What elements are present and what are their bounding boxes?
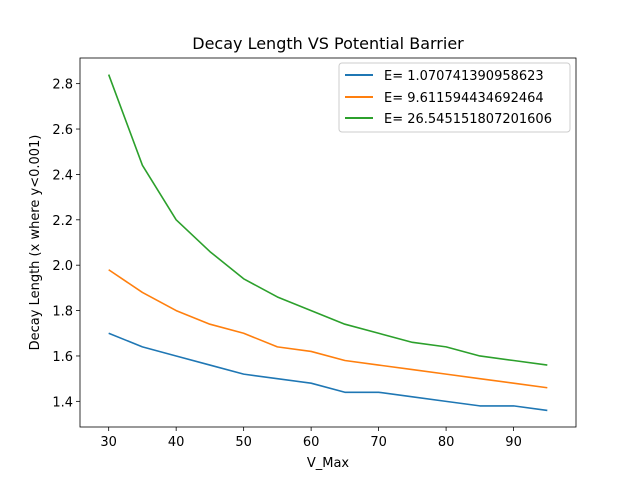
data-point: [377, 332, 379, 334]
data-point: [242, 373, 244, 375]
x-tick-label: 40: [168, 435, 185, 450]
series-line-3: [107, 74, 548, 366]
plot-frame: [79, 57, 577, 428]
data-point: [175, 309, 177, 311]
series-line-2: [108, 269, 548, 389]
data-point: [411, 396, 413, 398]
data-point: [310, 350, 312, 352]
x-tick-label: 60: [303, 435, 320, 450]
data-point: [276, 377, 278, 379]
legend-label-2: E= 9.611594434692464: [384, 91, 544, 106]
data-point: [411, 368, 413, 370]
legend-entry: E= 26.545151807201606: [345, 112, 552, 127]
data-point: [175, 355, 177, 357]
x-tick-label: 80: [438, 435, 455, 450]
y-tick-label: 2.8: [52, 78, 73, 93]
legend-box: [338, 62, 571, 133]
x-tick-label: 30: [100, 435, 117, 450]
x-tick-label: 50: [235, 435, 252, 450]
data-point: [276, 346, 278, 348]
data-point: [546, 387, 548, 389]
data-point: [107, 73, 109, 75]
y-tick-label: 2.4: [52, 168, 73, 183]
y-tick-label: 1.6: [52, 350, 73, 365]
x-axis-label: V_Max: [307, 456, 350, 471]
data-point: [344, 359, 346, 361]
legend-entry: E= 9.611594434692464: [345, 91, 544, 106]
y-tick-label: 1.8: [52, 305, 73, 320]
data-point: [107, 269, 109, 271]
data-point: [209, 364, 211, 366]
y-tick-label: 2.0: [52, 259, 73, 274]
data-point: [107, 332, 109, 334]
data-point: [411, 341, 413, 343]
legend-label-3: E= 26.545151807201606: [384, 112, 552, 127]
data-point: [445, 400, 447, 402]
plot-area: 30 40 50 60 70 80 90 1.4 1.6 1.8 2.0 2.2 2.4 2.6 2.8: [52, 73, 548, 450]
legend: E= 1.070741390958623 E= 9.61159443469246…: [338, 62, 571, 133]
data-point: [445, 373, 447, 375]
y-tick-label: 2.6: [52, 123, 73, 138]
data-point: [512, 382, 514, 384]
data-point: [546, 364, 548, 366]
data-point: [377, 391, 379, 393]
series-line-1: [108, 332, 548, 412]
data-point: [141, 291, 143, 293]
data-point: [479, 377, 481, 379]
data-point: [242, 332, 244, 334]
data-point: [310, 309, 312, 311]
data-point: [141, 346, 143, 348]
data-point: [344, 391, 346, 393]
chart-title: Decay Length VS Potential Barrier: [192, 34, 464, 53]
data-point: [310, 382, 312, 384]
data-point: [512, 359, 514, 361]
data-point: [546, 409, 548, 411]
y-tick-label: 2.2: [52, 214, 73, 229]
y-axis-label: Decay Length (x where y<0.001): [28, 135, 43, 351]
data-point: [479, 405, 481, 407]
legend-label-1: E= 1.070741390958623: [384, 69, 544, 84]
legend-entry: E= 1.070741390958623: [345, 69, 544, 84]
data-point: [445, 346, 447, 348]
data-point: [276, 296, 278, 298]
data-point: [479, 355, 481, 357]
data-point: [377, 364, 379, 366]
data-point: [175, 219, 177, 221]
data-point: [209, 250, 211, 252]
data-point: [344, 323, 346, 325]
x-tick-label: 70: [370, 435, 387, 450]
data-point: [512, 405, 514, 407]
data-point: [209, 323, 211, 325]
data-point: [242, 278, 244, 280]
y-tick-label: 1.4: [52, 395, 73, 410]
x-tick-label: 90: [505, 435, 522, 450]
data-point: [141, 164, 143, 166]
